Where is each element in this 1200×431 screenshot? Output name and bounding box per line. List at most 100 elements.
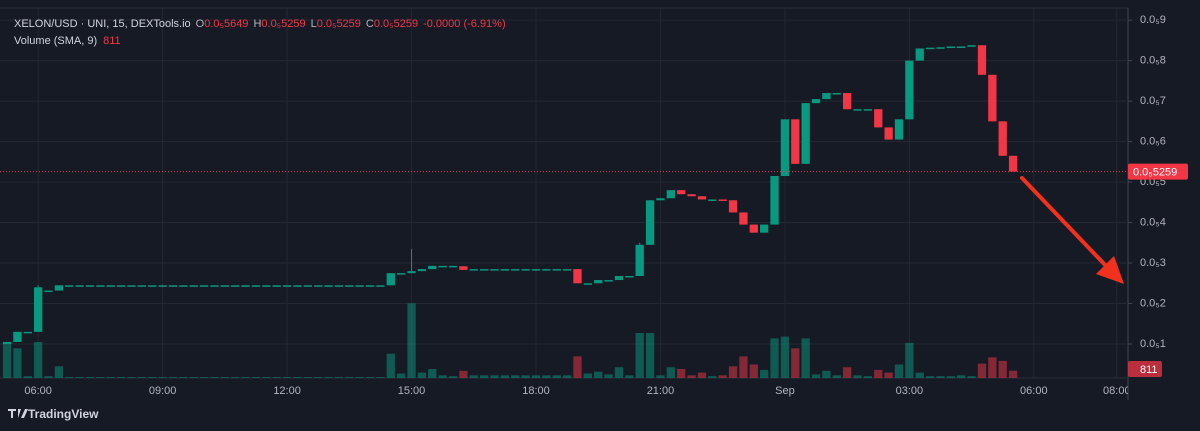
candle-body bbox=[988, 74, 997, 122]
last-price-tag bbox=[1128, 163, 1188, 180]
volume-bar bbox=[241, 377, 250, 378]
arrow-shaft bbox=[1020, 176, 1110, 270]
candle-body bbox=[303, 285, 312, 287]
volume-value: 811 bbox=[103, 35, 121, 47]
volume-bar bbox=[96, 377, 105, 378]
candle-body bbox=[604, 280, 613, 282]
ohlc-key: H bbox=[253, 18, 262, 30]
volume-bar bbox=[1008, 370, 1018, 378]
candle-body bbox=[334, 285, 344, 287]
volume-bar bbox=[365, 377, 375, 378]
y-tick-label: 0.0₅9 bbox=[1140, 14, 1166, 26]
volume-bar bbox=[314, 377, 323, 378]
volume-bar bbox=[977, 363, 987, 378]
volume-bar bbox=[645, 333, 655, 378]
candle-body bbox=[314, 285, 323, 287]
volume-bar bbox=[490, 375, 499, 378]
arrow-head bbox=[1096, 256, 1124, 284]
candle-body bbox=[739, 212, 748, 225]
volume-bar bbox=[542, 375, 551, 378]
volume-bar bbox=[158, 377, 167, 378]
volume-bar bbox=[127, 377, 136, 378]
last-price-label: 0.0₅5259 bbox=[1133, 166, 1177, 178]
volume-bar bbox=[386, 353, 395, 378]
x-tick-label: 15:00 bbox=[398, 385, 426, 397]
volume-bar bbox=[728, 366, 738, 378]
candle-body bbox=[2, 341, 12, 344]
candle-body bbox=[397, 273, 406, 275]
volume-layer bbox=[2, 303, 1018, 378]
volume-bar bbox=[905, 342, 914, 378]
volume-bar bbox=[594, 371, 603, 378]
y-tick-label: 0.0₅2 bbox=[1140, 297, 1166, 309]
candle-body bbox=[127, 285, 136, 287]
time-axis-labels: 06:00 09:00 12:00 15:00 18:00 21:00 Sep 03:00 06… bbox=[24, 385, 1128, 397]
volume-bar bbox=[75, 377, 84, 378]
candle-body bbox=[594, 280, 603, 284]
volume-bar bbox=[417, 372, 427, 378]
volume-bar bbox=[137, 377, 147, 378]
volume-bar bbox=[448, 376, 458, 378]
candle-body bbox=[324, 285, 333, 287]
candle-body bbox=[728, 200, 738, 213]
candle-body bbox=[874, 109, 883, 128]
volume-bar bbox=[397, 373, 406, 378]
candle-body bbox=[199, 285, 209, 287]
volume-tag bbox=[1128, 361, 1162, 377]
x-tick-label: 18:00 bbox=[522, 385, 550, 397]
ohlc-value: 0.0₅5259 bbox=[261, 18, 306, 30]
candle-body bbox=[573, 269, 582, 284]
change: -0.0000 (-6.91%) bbox=[423, 18, 506, 30]
volume-bar bbox=[842, 367, 852, 378]
candle-body bbox=[791, 119, 800, 164]
candle-body bbox=[967, 45, 976, 47]
candle-body bbox=[801, 103, 810, 164]
volume-bar bbox=[521, 375, 530, 378]
volume-bar bbox=[407, 303, 416, 378]
candle-body bbox=[936, 47, 945, 49]
volume-bar bbox=[220, 377, 230, 378]
volume-bar bbox=[884, 372, 893, 378]
volume-bar bbox=[148, 377, 157, 378]
footer-brand: TradingView bbox=[28, 407, 99, 421]
volume-bar bbox=[573, 356, 582, 378]
candle-body bbox=[625, 275, 634, 278]
candle-body bbox=[386, 273, 395, 286]
volume-bar bbox=[459, 370, 468, 378]
volume-bar bbox=[677, 369, 686, 378]
candle-body bbox=[479, 269, 489, 271]
volume-bar bbox=[874, 369, 883, 378]
candle-body bbox=[583, 283, 593, 285]
volume-bar bbox=[262, 377, 271, 378]
y-tick-label: 0.0₅3 bbox=[1140, 257, 1166, 269]
annotation-arrow bbox=[1020, 176, 1124, 284]
candle-body bbox=[562, 269, 572, 271]
candle-body bbox=[34, 287, 43, 332]
candle-body bbox=[521, 269, 530, 271]
volume-bar bbox=[708, 376, 717, 378]
volume-bar bbox=[583, 373, 593, 378]
volume-bar bbox=[34, 342, 43, 378]
ohlc-value: 0.0₅5259 bbox=[373, 18, 419, 30]
candle-body bbox=[345, 285, 354, 287]
x-tick-label: 09:00 bbox=[149, 385, 177, 397]
candle-body bbox=[853, 109, 862, 111]
candle-body bbox=[241, 285, 250, 287]
candle-body bbox=[158, 285, 167, 287]
candle-body bbox=[355, 285, 364, 287]
volume-bar bbox=[936, 376, 945, 378]
volume-bar bbox=[614, 367, 624, 378]
volume-bar bbox=[863, 376, 873, 378]
volume-bar bbox=[438, 375, 447, 378]
volume-bar bbox=[894, 364, 904, 378]
volume-bar bbox=[780, 336, 790, 378]
legend-row: Volume (SMA, 9) 811 bbox=[14, 33, 506, 50]
volume-bar bbox=[65, 377, 74, 378]
candle-body bbox=[542, 269, 551, 271]
candle-body bbox=[946, 46, 956, 48]
volume-bar bbox=[666, 367, 675, 378]
candle-body bbox=[957, 46, 966, 48]
